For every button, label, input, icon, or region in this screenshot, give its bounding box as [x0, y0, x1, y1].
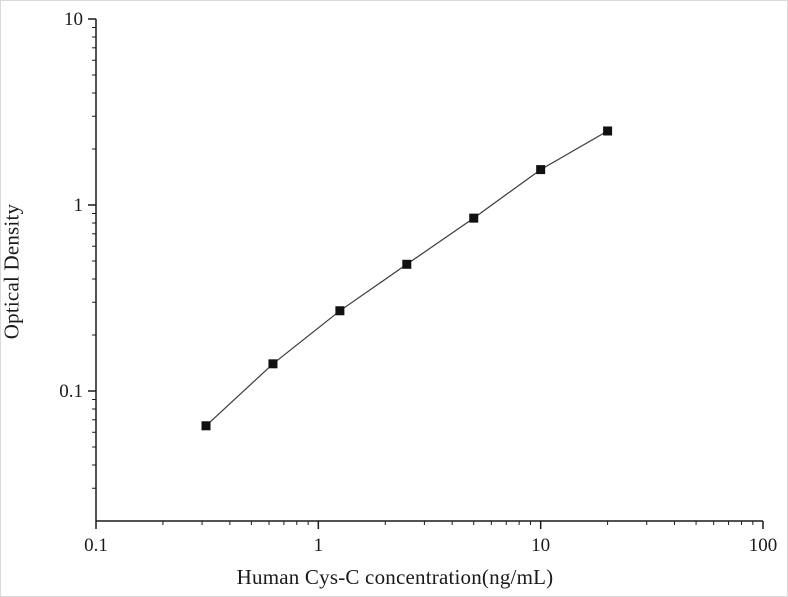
- y-tick-label: 10: [64, 9, 83, 30]
- y-tick-label: 0.1: [59, 381, 83, 402]
- data-point-marker: [603, 126, 613, 136]
- y-tick-label: 1: [74, 195, 84, 216]
- data-point-marker: [201, 421, 211, 431]
- data-point-marker: [536, 165, 546, 175]
- data-point-marker: [402, 259, 412, 269]
- x-tick-label: 1: [314, 535, 324, 556]
- x-axis-title: Human Cys-C concentration(ng/mL): [236, 565, 554, 589]
- x-tick-label: 10: [531, 535, 550, 556]
- data-point-marker: [335, 306, 345, 316]
- data-point-marker: [268, 359, 278, 369]
- fit-line: [205, 130, 608, 427]
- y-axis-title: Optical Density: [0, 203, 24, 340]
- x-tick-label: 100: [749, 535, 778, 556]
- data-point-marker: [469, 213, 479, 223]
- x-tick-label: 0.1: [84, 535, 108, 556]
